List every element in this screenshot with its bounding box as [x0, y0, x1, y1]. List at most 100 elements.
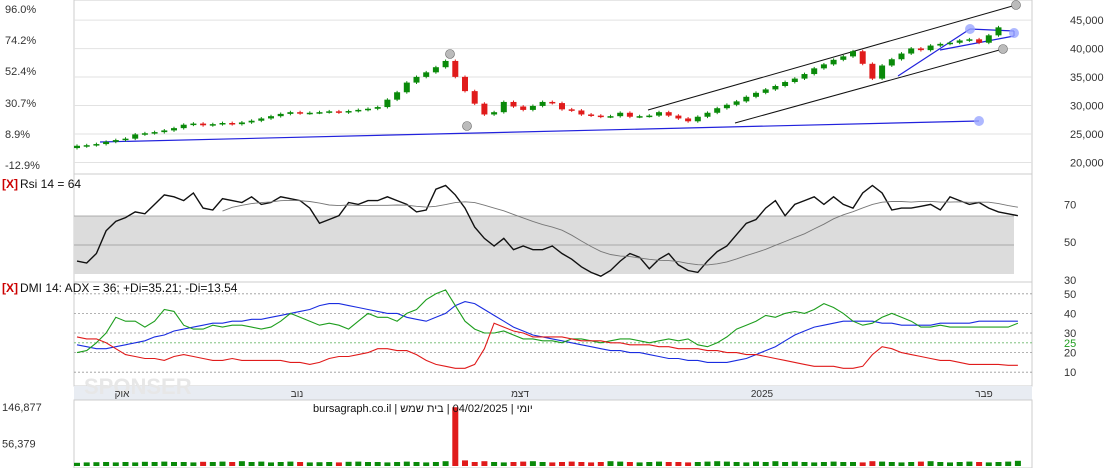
volume-axis-label: 146,877: [2, 402, 42, 414]
candle-body: [597, 115, 604, 118]
candle-body: [656, 112, 662, 116]
wedge-line-2: [969, 28, 1015, 32]
candle-body: [626, 112, 633, 117]
volume-bar: [568, 461, 575, 466]
candle-body: [161, 130, 168, 133]
candle-body: [850, 51, 856, 57]
dmi-axis-label: 30: [1064, 328, 1076, 340]
candle-body: [238, 122, 245, 125]
candle-body: [83, 145, 90, 147]
dmi-line-adx: [76, 301, 1018, 363]
candle-body: [753, 92, 759, 97]
percent-axis-label: -12.9%: [5, 160, 40, 172]
candle-body: [481, 103, 488, 115]
volume-bar: [966, 461, 973, 466]
candle-body: [258, 118, 265, 121]
dmi-title: DMI 14: ADX = 36; +Di=35.21; -Di=13.54: [20, 281, 238, 295]
candle-body: [297, 112, 304, 114]
candle-body: [403, 82, 410, 93]
candle-body: [840, 56, 847, 60]
candle-body: [976, 39, 983, 43]
volume-bar: [74, 462, 80, 466]
volume-bar: [685, 462, 692, 466]
pivot-marker[interactable]: [445, 49, 455, 59]
trendline-handle[interactable]: [965, 24, 975, 34]
volume-bar: [248, 462, 255, 466]
volume-bar: [297, 462, 304, 466]
dmi-axis-label: 40: [1064, 308, 1076, 320]
dmi-close-marker[interactable]: [X]: [2, 281, 18, 295]
candle-body: [394, 92, 401, 100]
candle-body: [462, 76, 468, 92]
volume-bar: [384, 462, 391, 466]
time-axis-label: דצמ: [511, 389, 529, 400]
volume-bar: [888, 462, 895, 466]
volume-bar: [646, 462, 653, 466]
volume-bar: [335, 462, 342, 466]
volume-bar: [180, 462, 187, 466]
candle-body: [966, 39, 973, 41]
candle-body: [132, 134, 139, 139]
pivot-marker[interactable]: [998, 44, 1008, 54]
percent-axis-label: 30.7%: [5, 98, 36, 110]
percent-axis-label: 96.0%: [5, 4, 36, 16]
candle-body: [714, 108, 721, 113]
dmi-line-di: [76, 322, 1018, 369]
volume-bar: [93, 462, 100, 466]
candle-body: [937, 43, 944, 46]
volume-bar: [927, 461, 934, 466]
channel-lower-line: [734, 48, 1004, 124]
candle-body: [704, 112, 711, 117]
volume-caption: יומי | 04/02/2025 | בית שמש | bursagraph…: [313, 403, 533, 415]
candle-body: [374, 107, 381, 109]
volume-bar: [626, 462, 633, 466]
volume-bar: [365, 462, 371, 466]
candle-body: [442, 60, 449, 68]
pivot-marker[interactable]: [462, 121, 472, 131]
rsi-axis-label: 30: [1064, 275, 1076, 287]
volume-bar: [306, 462, 313, 466]
volume-bar: [83, 462, 90, 466]
candle-body: [219, 123, 226, 125]
candle-body: [384, 99, 391, 108]
candle-body: [151, 132, 158, 134]
candle-body: [190, 123, 197, 126]
volume-bar: [355, 461, 362, 466]
volume-bar: [539, 462, 546, 466]
volume-bar: [500, 462, 507, 466]
volume-bar: [762, 462, 769, 466]
volume-bar: [141, 461, 148, 466]
candle-body: [326, 111, 333, 113]
volume-bar: [840, 462, 847, 466]
trendline-handle[interactable]: [974, 116, 984, 126]
time-axis-label: אוק: [115, 389, 130, 400]
rsi-line: [76, 184, 1019, 277]
volume-bar: [394, 462, 401, 466]
candle-body: [549, 101, 556, 104]
candle-body: [316, 112, 323, 114]
pivot-marker[interactable]: [1011, 0, 1021, 10]
trendline-handle[interactable]: [1009, 28, 1019, 38]
volume-bar: [462, 460, 468, 466]
volume-bar: [229, 462, 236, 466]
candle-body: [432, 67, 439, 73]
rsi-close-marker[interactable]: [X]: [2, 177, 18, 191]
candle-body: [287, 112, 294, 114]
candle-body: [335, 111, 342, 113]
volume-bar: [171, 462, 177, 466]
candle-body: [248, 120, 255, 123]
dmi-axis-label: 50: [1064, 289, 1076, 301]
candle-body: [209, 124, 216, 126]
candle-body: [423, 72, 430, 77]
volume-bar: [694, 462, 701, 466]
volume-bar: [520, 461, 527, 466]
volume-bar: [850, 462, 856, 466]
volume-bar: [947, 462, 953, 466]
volume-bar: [238, 461, 245, 466]
volume-bar: [908, 462, 915, 466]
candle-body: [520, 106, 527, 110]
candle-body: [772, 86, 779, 90]
volume-bar: [733, 462, 740, 466]
volume-bar: [956, 462, 963, 466]
volume-bar: [820, 462, 827, 466]
